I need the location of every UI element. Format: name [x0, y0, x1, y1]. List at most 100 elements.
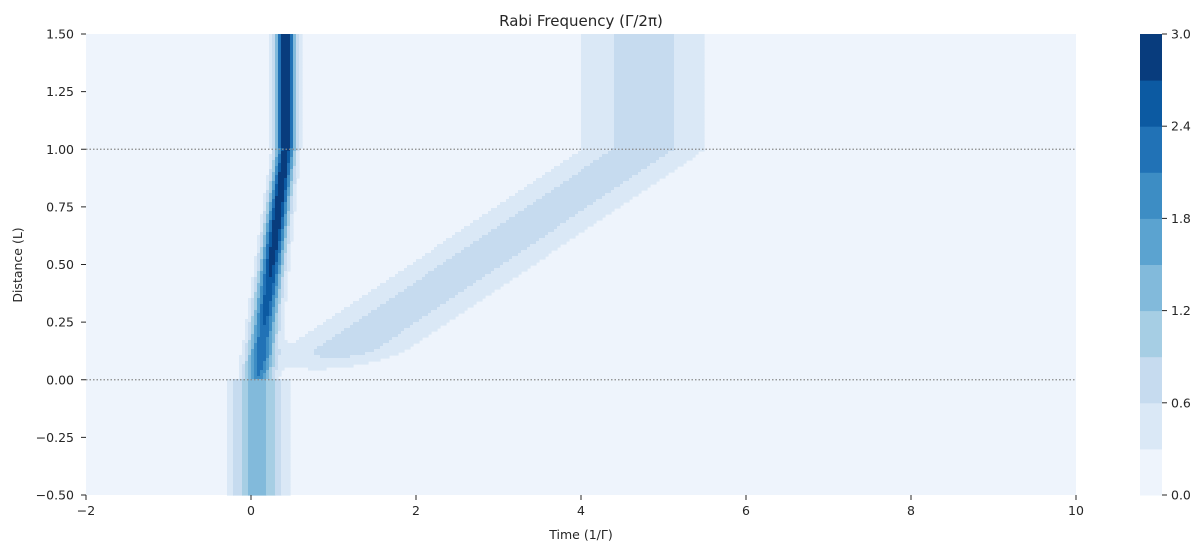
plot-area [86, 34, 1076, 496]
contour-cell [296, 76, 300, 80]
contour-cell [272, 196, 276, 200]
contour-cell [470, 223, 501, 227]
contour-cell [614, 67, 675, 71]
contour-cell [242, 364, 246, 368]
contour-cell [290, 106, 294, 110]
contour-cell [239, 370, 243, 374]
contour-cell [299, 46, 303, 50]
y-tick-label: −0.25 [36, 430, 74, 445]
contour-cell [275, 76, 279, 80]
contour-cell [254, 373, 258, 377]
contour-cell [299, 79, 303, 83]
contour-cell [251, 313, 255, 317]
contour-cell [299, 142, 303, 146]
contour-cell [284, 241, 288, 245]
contour-cell [266, 256, 270, 260]
contour-cell [398, 334, 429, 338]
contour-cell [257, 340, 267, 344]
contour-cell [242, 475, 249, 479]
contour-cell [269, 268, 273, 272]
contour-cell [281, 211, 285, 215]
contour-cell [272, 157, 276, 161]
contour-cell [614, 130, 675, 134]
contour-cell [275, 343, 279, 347]
contour-cell [281, 157, 288, 161]
contour-cell [266, 403, 276, 407]
contour-cell [281, 154, 288, 158]
contour-cell [281, 298, 288, 302]
contour-cell [242, 436, 249, 440]
contour-cell [275, 382, 282, 386]
contour-cell [290, 130, 294, 134]
contour-cell [551, 190, 612, 194]
contour-cell [362, 316, 423, 320]
contour-cell [290, 145, 294, 149]
contour-cell [281, 220, 285, 224]
contour-cell [248, 463, 267, 467]
contour-cell [524, 187, 555, 191]
contour-cell [269, 43, 273, 47]
contour-cell [272, 364, 276, 368]
contour-cell [284, 199, 288, 203]
contour-cell [314, 352, 366, 356]
contour-cell [290, 178, 294, 182]
contour-cell [242, 430, 249, 434]
contour-cell [266, 379, 276, 383]
contour-cell [260, 370, 267, 374]
contour-cell [260, 292, 264, 296]
contour-cell [251, 370, 255, 374]
contour-cell [386, 301, 447, 305]
contour-cell [281, 304, 285, 308]
contour-cell [251, 295, 255, 299]
contour-cell [557, 226, 588, 230]
contour-cell [341, 331, 402, 335]
contour-cell [509, 259, 540, 263]
contour-cell [266, 376, 270, 380]
contour-cell [275, 487, 282, 491]
contour-cell [581, 124, 615, 128]
contour-cell [275, 295, 279, 299]
contour-cell [614, 97, 675, 101]
contour-cell [269, 301, 273, 305]
contour-cell [497, 205, 528, 209]
contour-cell [290, 109, 294, 113]
contour-cell [293, 61, 297, 65]
contour-cell [266, 193, 270, 197]
contour-cell [251, 325, 255, 329]
contour-cell [275, 322, 279, 326]
contour-cell [272, 133, 276, 137]
contour-cell [248, 331, 252, 335]
contour-cell [464, 289, 495, 293]
contour-cell [674, 136, 705, 140]
contour-cell [581, 100, 615, 104]
contour-cell [614, 127, 675, 131]
contour-cell [614, 49, 675, 53]
contour-cell [296, 124, 300, 128]
contour-cell [263, 283, 267, 287]
contour-cell [443, 241, 474, 245]
contour-cell [245, 337, 249, 341]
contour-cell [257, 259, 261, 263]
contour-cell [290, 46, 294, 50]
contour-cell [281, 283, 285, 287]
contour-cell [614, 145, 675, 149]
contour-cell [245, 361, 249, 365]
contour-cell [281, 391, 291, 395]
contour-cell [251, 283, 255, 287]
contour-cell [272, 265, 276, 269]
contour-cell [278, 76, 282, 80]
contour-cell [269, 40, 273, 44]
contour-cell [278, 34, 282, 38]
contour-cell [296, 73, 300, 77]
contour-cell [290, 172, 294, 176]
contour-cell [581, 61, 615, 65]
contour-cell [269, 274, 273, 278]
contour-cell [269, 115, 273, 119]
contour-cell [287, 178, 291, 182]
contour-cell [299, 106, 303, 110]
contour-cell [281, 166, 288, 170]
contour-cell [278, 52, 282, 56]
contour-cell [257, 343, 267, 347]
contour-cell [284, 229, 288, 233]
contour-cell [281, 310, 285, 314]
